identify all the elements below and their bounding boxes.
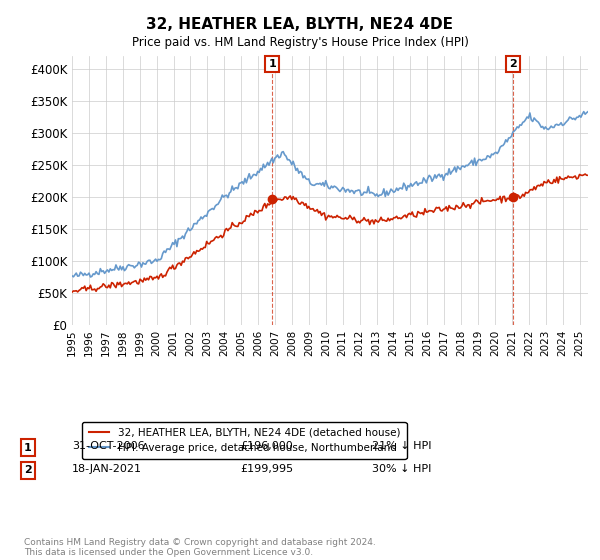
Text: 1: 1 (24, 443, 32, 453)
Text: 2: 2 (509, 59, 517, 69)
Text: 1: 1 (268, 59, 276, 69)
Text: 21% ↓ HPI: 21% ↓ HPI (372, 441, 431, 451)
Text: Price paid vs. HM Land Registry's House Price Index (HPI): Price paid vs. HM Land Registry's House … (131, 36, 469, 49)
Text: £196,000: £196,000 (240, 441, 293, 451)
Text: 18-JAN-2021: 18-JAN-2021 (72, 464, 142, 474)
Text: 31-OCT-2006: 31-OCT-2006 (72, 441, 145, 451)
Text: 32, HEATHER LEA, BLYTH, NE24 4DE: 32, HEATHER LEA, BLYTH, NE24 4DE (146, 17, 454, 32)
Text: Contains HM Land Registry data © Crown copyright and database right 2024.
This d: Contains HM Land Registry data © Crown c… (24, 538, 376, 557)
Legend: 32, HEATHER LEA, BLYTH, NE24 4DE (detached house), HPI: Average price, detached : 32, HEATHER LEA, BLYTH, NE24 4DE (detach… (82, 422, 407, 459)
Text: 2: 2 (24, 465, 32, 475)
Text: £199,995: £199,995 (240, 464, 293, 474)
Text: 30% ↓ HPI: 30% ↓ HPI (372, 464, 431, 474)
